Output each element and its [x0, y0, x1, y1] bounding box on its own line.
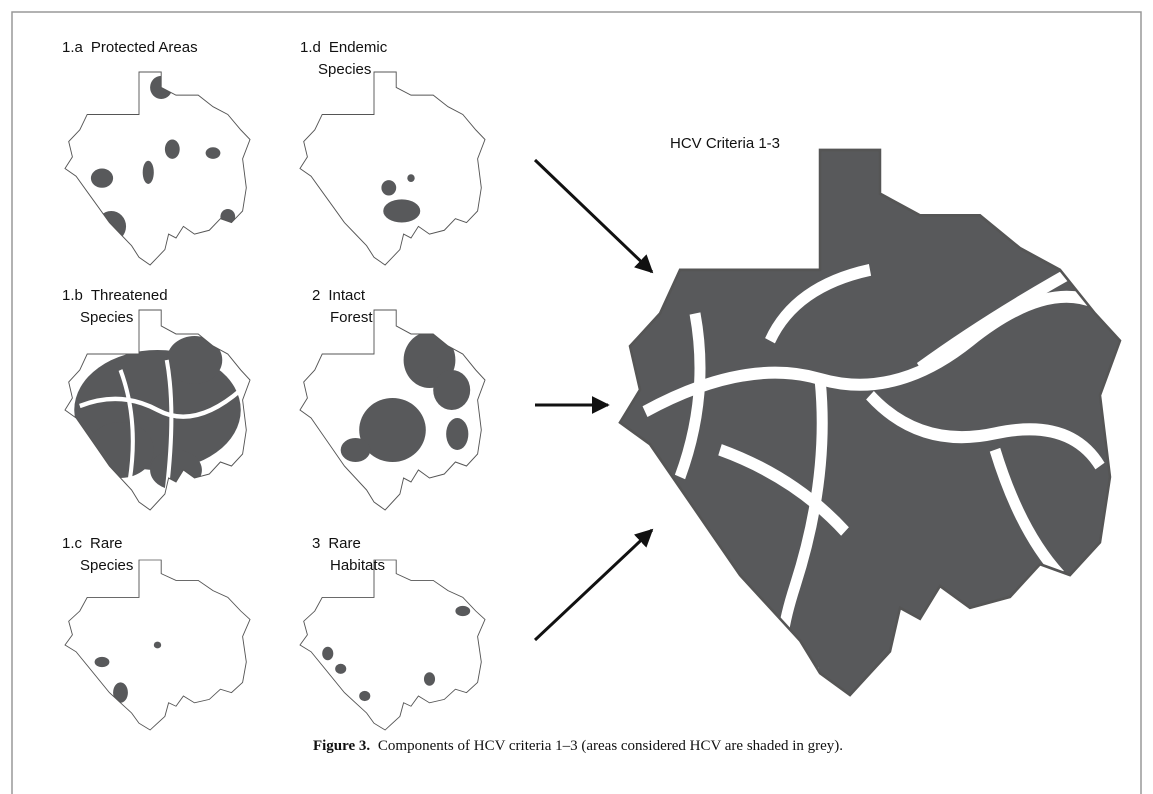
hcv-area: [383, 199, 420, 222]
panel-title: Intact: [328, 287, 366, 304]
panel-map: [300, 560, 485, 730]
panel-title: Rare: [328, 535, 361, 552]
hcv-area: [91, 169, 113, 188]
hcv-area: [206, 147, 221, 159]
figure: HCV Criteria 1-3 Figure 3. Components of…: [0, 0, 1153, 794]
panel-number: 3: [312, 535, 320, 552]
caption: Figure 3. Components of HCV criteria 1–3…: [313, 738, 843, 754]
panel-title: Species: [318, 61, 371, 78]
panel-map: [300, 310, 485, 510]
hcv-area: [113, 682, 128, 702]
panel-label: 3 Rare: [312, 535, 361, 552]
hcv-area: [424, 672, 435, 686]
hcv-area: [520, 41, 1153, 794]
panel-map: [65, 560, 250, 730]
panel-title: Species: [80, 557, 133, 574]
caption-text: Components of HCV criteria 1–3 (areas co…: [378, 738, 843, 754]
panel-title: Threatened: [91, 287, 168, 304]
map-base: [300, 72, 485, 265]
map-base: [65, 72, 250, 265]
panel-title: Protected Areas: [91, 39, 198, 56]
panel-map: [65, 72, 250, 265]
panel-label: 1.a Protected Areas: [62, 39, 198, 56]
hcv-area: [446, 418, 468, 450]
hcv-area: [335, 664, 346, 674]
panel-title: Habitats: [330, 557, 385, 574]
hcv-area: [96, 211, 126, 242]
panel-number: 2: [312, 287, 320, 304]
main-map: [520, 41, 1153, 794]
hcv-area: [220, 209, 235, 224]
hcv-area: [455, 606, 470, 616]
panel-number: 1.a: [62, 39, 84, 56]
hcv-area: [359, 691, 370, 701]
panel-map: [300, 72, 485, 265]
panel-label: 1.d Endemic: [300, 39, 388, 56]
panel-label: 1.b Threatened: [62, 287, 168, 304]
panel-number: 1.c: [62, 535, 83, 552]
hcv-area: [87, 422, 154, 478]
hcv-area: [322, 647, 333, 661]
panel-number: 1.b: [62, 287, 83, 304]
panel-title: Forest: [330, 309, 373, 326]
arrow: [535, 160, 652, 272]
hcv-area: [95, 657, 110, 667]
arrow: [535, 530, 652, 640]
hcv-area: [143, 161, 154, 184]
panel-title: Rare: [90, 535, 123, 552]
caption-label: Figure 3.: [313, 738, 370, 754]
map-areas: [520, 41, 1153, 794]
main-title: HCV Criteria 1-3: [670, 135, 780, 152]
hcv-area: [165, 140, 180, 159]
hcv-area: [150, 450, 202, 490]
panel-label: 1.c Rare: [62, 535, 123, 552]
hcv-area: [154, 642, 161, 649]
hcv-area: [381, 180, 396, 195]
panel-title: Species: [80, 309, 133, 326]
panel-title: Endemic: [329, 39, 388, 56]
hcv-area: [407, 174, 414, 182]
hcv-area: [433, 370, 470, 410]
panel-map: [65, 310, 250, 510]
hcv-area: [341, 438, 371, 462]
panel-label: 2 Intact: [312, 287, 366, 304]
map-base: [300, 560, 485, 730]
panel-number: 1.d: [300, 39, 321, 56]
hcv-area: [167, 336, 223, 384]
